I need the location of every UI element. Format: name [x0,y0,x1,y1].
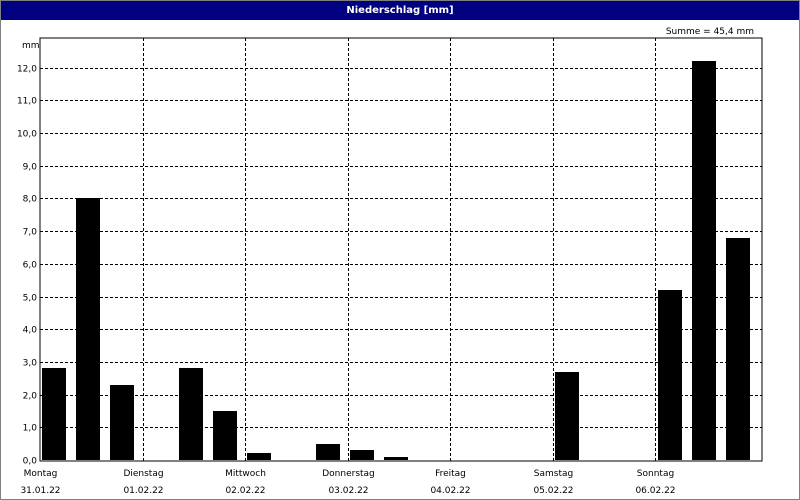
x-tick-weekday-label: Montag [24,469,58,479]
precipitation-bar [110,385,134,460]
x-tick-weekday-label: Mittwoch [225,469,266,479]
x-tick-date-label: 05.02.22 [533,486,573,496]
x-tick-date-label: 31.01.22 [20,486,60,496]
precipitation-bar [384,457,408,460]
precipitation-bar [213,411,237,460]
y-tick-label: 7,0 [23,228,38,238]
y-tick-label: 6,0 [23,261,38,271]
y-tick-label: 1,0 [23,424,38,434]
grid-lines [40,38,762,461]
x-tick-weekday-label: Dienstag [123,469,163,479]
precipitation-bar [76,198,100,460]
y-tick-label: 11,0 [17,97,37,107]
x-tick-weekday-label: Freitag [435,469,466,479]
y-axis-ticks: 0,0 1,0 2,0 3,0 4,0 5,0 6,0 7,0 8,0 9,0 10,0 11,0 12… [17,65,37,467]
y-tick-label: 9,0 [23,163,38,173]
y-axis-unit-label: mm [22,41,40,51]
precipitation-bar [692,61,716,460]
y-tick-label: 3,0 [23,359,38,369]
y-tick-label: 4,0 [23,326,38,336]
precipitation-bar [247,453,271,460]
x-tick-date-label: 03.02.22 [328,486,368,496]
precipitation-bar [555,372,579,460]
y-tick-label: 12,0 [17,65,37,75]
window-title: Niederschlag [mm] [1,1,799,20]
sum-label: Summe = 45,4 mm [666,27,754,37]
x-tick-weekday-label: Samstag [534,469,573,479]
plot-frame [39,37,763,462]
y-tick-label: 8,0 [23,195,38,205]
x-axis-ticks: Montag 31.01.22 Dienstag 01.02.22 Mittwoch 02… [20,469,675,496]
x-tick-weekday-label: Donnerstag [322,469,375,479]
x-tick-weekday-label: Sonntag [637,469,674,479]
precipitation-bar [179,368,203,460]
precipitation-bar [42,368,66,460]
precipitation-bar [658,290,682,460]
precipitation-bar [726,238,750,460]
bar-series [42,61,750,460]
y-tick-label: 5,0 [23,294,38,304]
y-tick-label: 0,0 [23,457,38,467]
x-tick-date-label: 06.02.22 [635,486,675,496]
x-tick-date-label: 04.02.22 [430,486,470,496]
precipitation-bar [316,444,340,460]
y-tick-label: 2,0 [23,392,38,402]
y-tick-label: 10,0 [17,130,37,140]
x-tick-date-label: 01.02.22 [123,486,163,496]
precipitation-bar [350,450,374,460]
x-tick-date-label: 02.02.22 [225,486,265,496]
